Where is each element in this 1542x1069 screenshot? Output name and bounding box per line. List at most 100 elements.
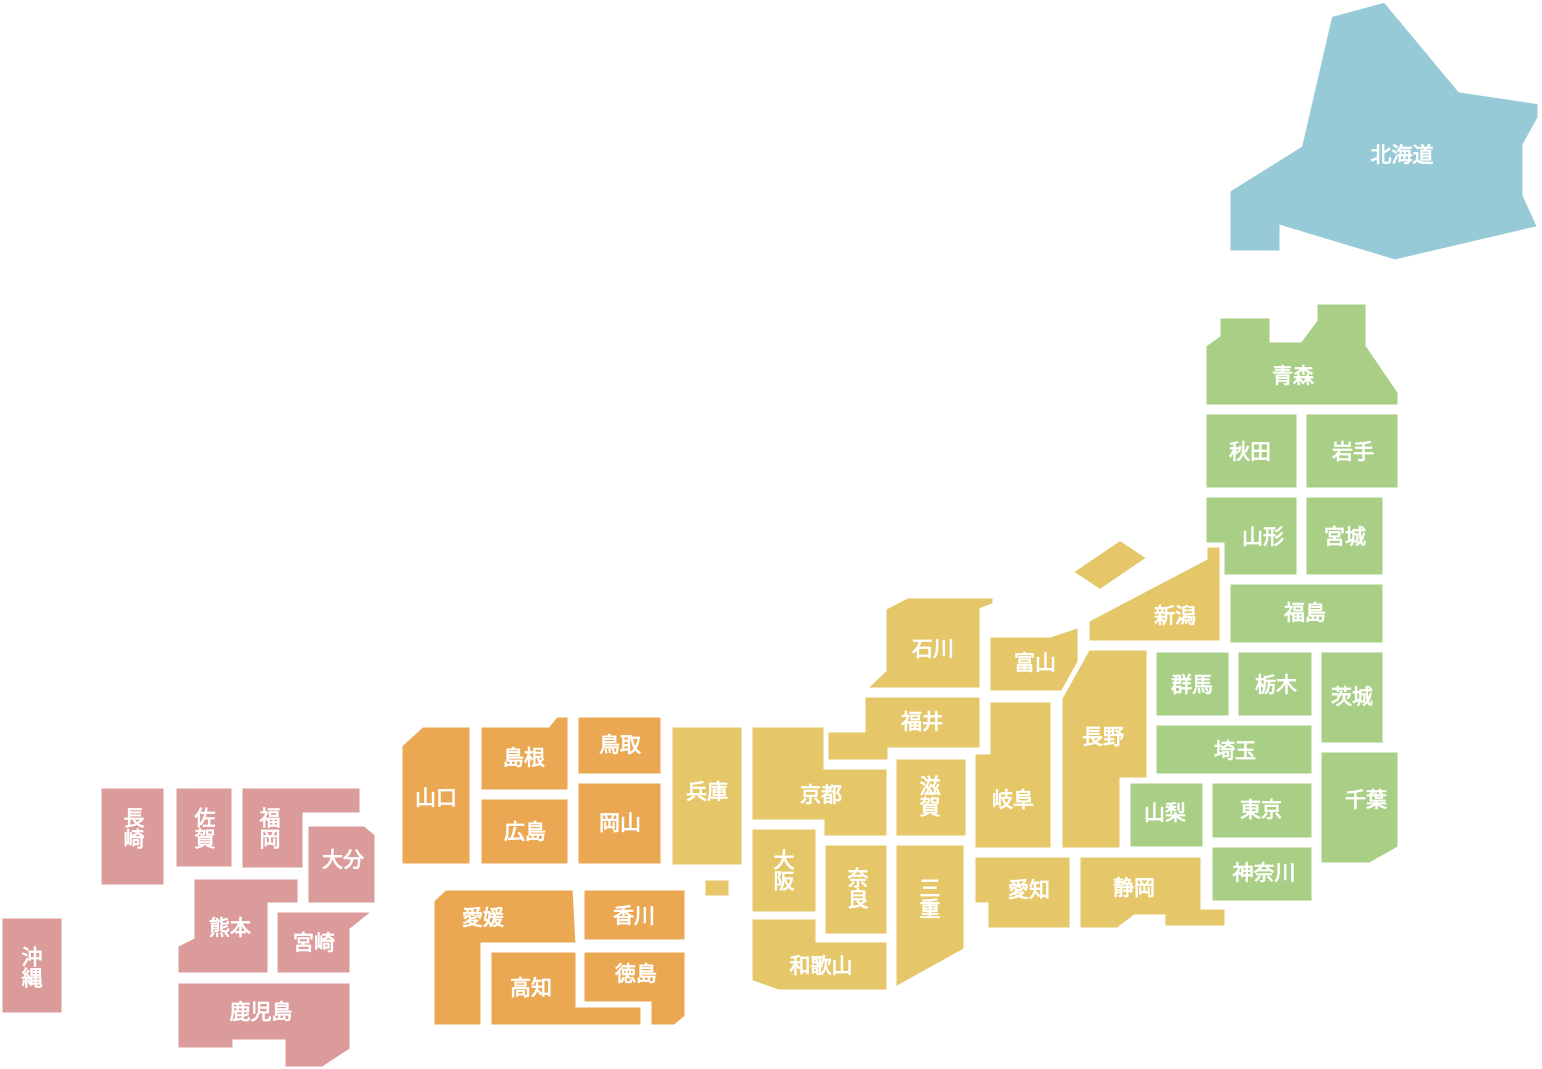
prefecture-label: 京都 <box>800 783 842 807</box>
prefecture-shape <box>476 712 573 795</box>
prefecture-label: 鳥取 <box>599 733 642 757</box>
prefecture-label: 大分 <box>322 848 365 872</box>
prefecture-shape <box>747 824 821 917</box>
prefecture-label: 秋田 <box>1229 440 1271 464</box>
prefecture-shape <box>1057 645 1152 853</box>
prefecture-shape <box>1207 842 1317 906</box>
prefecture: 熊本 <box>173 874 303 978</box>
prefecture-shape <box>891 754 971 841</box>
prefecture-shape <box>1084 542 1225 646</box>
prefecture: 愛知 <box>970 852 1075 933</box>
prefecture: 埼玉 <box>1151 720 1317 779</box>
prefecture-shape <box>1065 534 1155 596</box>
prefecture: 福島 <box>1225 579 1388 648</box>
prefecture: 長野 <box>1057 645 1152 853</box>
prefecture: 兵庫 <box>667 722 747 901</box>
prefecture: 鳥取 <box>573 712 666 779</box>
prefecture-shape <box>1316 647 1401 748</box>
prefecture-label: 北海道 <box>1371 143 1434 167</box>
prefecture-shape <box>970 697 1056 853</box>
prefecture-label: 長野 <box>1082 725 1124 749</box>
prefecture-label: 広島 <box>504 820 546 844</box>
prefecture-label: 佐賀 <box>192 806 217 850</box>
prefecture-shape <box>1125 778 1208 852</box>
prefecture-label: 大阪 <box>771 849 795 892</box>
prefecture: 岡山 <box>573 778 666 869</box>
prefecture-label: 宮城 <box>1324 525 1366 549</box>
prefecture-shape <box>1201 409 1302 493</box>
prefecture-label: 沖縄 <box>19 946 44 989</box>
prefecture: 福岡 <box>237 783 365 873</box>
prefecture-label: 徳島 <box>614 962 657 986</box>
prefecture: 北海道 <box>1225 0 1542 265</box>
prefecture: 石川 <box>856 593 998 693</box>
prefecture: 新潟 <box>1065 534 1225 646</box>
prefecture: 滋賀 <box>891 754 971 841</box>
prefecture: 広島 <box>476 794 573 869</box>
prefecture: 長崎 <box>96 783 169 890</box>
prefecture-label: 青森 <box>1272 364 1315 388</box>
prefecture-shape <box>0 913 67 1018</box>
prefecture-shape <box>173 874 303 978</box>
prefecture-label: 岡山 <box>599 811 641 835</box>
prefecture: 沖縄 <box>0 913 67 1018</box>
prefecture-label: 神奈川 <box>1232 861 1296 885</box>
prefecture-label: 群馬 <box>1171 673 1213 697</box>
prefecture-shape <box>1233 647 1317 721</box>
prefecture-shape <box>747 914 892 995</box>
prefecture: 鹿児島 <box>173 978 355 1069</box>
prefecture-shape <box>476 794 573 869</box>
prefecture-shape <box>823 692 985 765</box>
prefecture: 香川 <box>579 885 690 945</box>
prefecture: 宮城 <box>1301 492 1388 580</box>
prefecture-label: 新潟 <box>1153 604 1196 628</box>
prefecture-label: 香川 <box>613 904 655 928</box>
prefecture-label: 山口 <box>415 786 457 810</box>
prefecture-label: 茨城 <box>1331 685 1373 709</box>
prefecture: 岩手 <box>1301 409 1403 493</box>
prefecture: 岐阜 <box>970 697 1056 853</box>
prefecture-shape <box>237 783 365 873</box>
prefecture: 福井 <box>823 692 985 765</box>
prefecture: 神奈川 <box>1207 842 1317 906</box>
prefecture-label: 鹿児島 <box>230 1000 293 1024</box>
prefecture-label: 長崎 <box>121 807 145 849</box>
prefecture: 佐賀 <box>171 783 237 872</box>
prefecture-label: 福島 <box>1283 601 1326 625</box>
prefecture-shape <box>1201 299 1403 410</box>
prefecture-label: 和歌山 <box>790 954 853 978</box>
prefecture-shape <box>397 722 475 869</box>
prefecture-shape <box>173 978 355 1069</box>
prefecture: 東京 <box>1207 778 1317 843</box>
prefecture-shape <box>820 840 892 939</box>
prefecture-shape <box>573 712 666 779</box>
prefecture-shape <box>1075 852 1230 933</box>
prefecture-label: 千葉 <box>1345 788 1388 812</box>
prefecture-label: 島根 <box>503 746 546 770</box>
prefecture-shape <box>970 852 1075 933</box>
prefecture-label: 岩手 <box>1331 440 1374 464</box>
prefecture-shape <box>891 840 969 995</box>
prefecture: 島根 <box>476 712 573 795</box>
prefecture-label: 岐阜 <box>992 788 1034 812</box>
prefecture: 奈良 <box>820 840 892 939</box>
prefecture-shape <box>429 885 581 1030</box>
prefecture-label: 石川 <box>911 637 954 661</box>
prefecture-label: 栃木 <box>1255 673 1298 697</box>
prefecture-shape <box>667 722 747 870</box>
prefecture-shape <box>573 778 666 869</box>
prefecture: 静岡 <box>1075 852 1230 933</box>
prefecture: 山口 <box>397 722 475 869</box>
prefecture-label: 奈良 <box>845 866 870 910</box>
prefecture: 徳島 <box>579 947 690 1030</box>
prefecture-shape <box>1301 492 1388 580</box>
prefecture: 大分 <box>303 821 380 908</box>
prefecture-shape <box>579 947 690 1030</box>
prefecture-label: 埼玉 <box>1214 739 1256 763</box>
prefecture-shape <box>272 907 385 978</box>
prefecture-label: 兵庫 <box>686 780 728 804</box>
prefecture-shape <box>700 875 734 901</box>
prefecture: 三重 <box>891 840 969 995</box>
prefecture-shape <box>1151 720 1317 779</box>
